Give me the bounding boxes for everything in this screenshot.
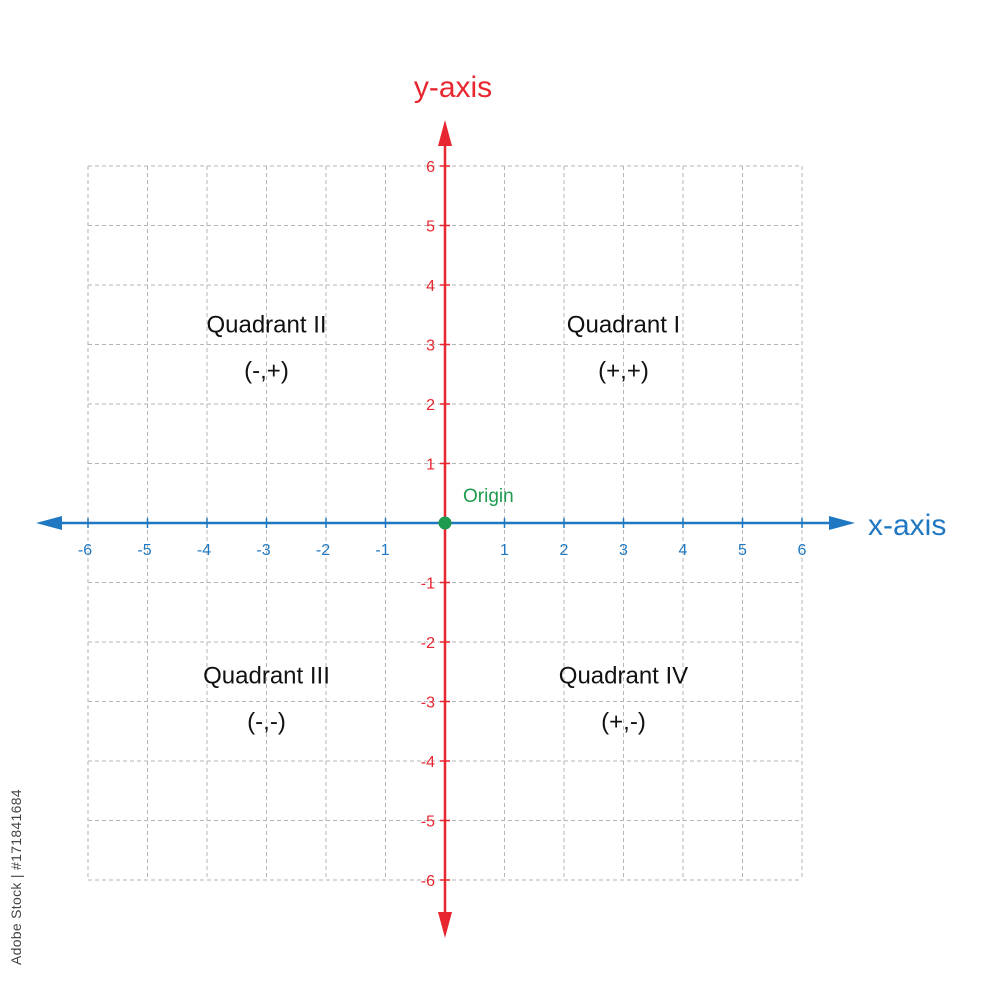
x-tick-label: 1	[500, 542, 509, 559]
x-tick-label: 3	[619, 542, 628, 559]
origin-label: Origin	[463, 486, 514, 507]
quadrant-name: Quadrant I	[567, 312, 680, 339]
x-tick-label: 4	[679, 542, 688, 559]
x-tick-label: -1	[375, 542, 389, 559]
y-axis-label: y-axis	[414, 71, 492, 104]
quadrant-signs: (+,-)	[601, 709, 646, 736]
points: Origin	[438, 486, 514, 530]
y-tick-label: 3	[426, 338, 435, 355]
y-tick-label: 1	[426, 457, 435, 474]
y-tick-label: -1	[421, 576, 435, 593]
ticks: -6 -5 -4 -3 -2 -1 1 2 3 4 5 6 6 5 4 3 2 1 -1 -2 -3 -4 -5 -6	[78, 159, 807, 890]
x-tick-label: 6	[798, 542, 807, 559]
y-tick-label: 6	[426, 159, 435, 176]
x-tick-label: 5	[738, 542, 747, 559]
y-axis-bottom-arrow	[438, 912, 452, 938]
x-tick-label: -5	[137, 542, 151, 559]
y-tick-label: -4	[421, 754, 435, 771]
x-tick-label: -6	[78, 542, 92, 559]
quadrant-labels: Quadrant I (+,+) Quadrant II (-,+) Quadrant …	[203, 312, 688, 736]
x-tick-label: -4	[197, 542, 211, 559]
y-tick-label: 2	[426, 397, 435, 414]
quadrant-name: Quadrant IV	[559, 663, 688, 690]
x-tick-label: -2	[316, 542, 330, 559]
quadrant-signs: (-,+)	[244, 358, 289, 385]
y-axis-top-arrow	[438, 120, 452, 146]
origin-point	[438, 516, 452, 530]
quadrant-name: Quadrant III	[203, 663, 330, 690]
y-tick-label: 4	[426, 278, 435, 295]
quadrant-signs: (-,-)	[247, 709, 286, 736]
x-axis-right-arrow	[829, 516, 855, 530]
y-tick-label: -5	[421, 814, 435, 831]
x-tick-label: 2	[560, 542, 569, 559]
quadrant-name: Quadrant II	[206, 312, 326, 339]
y-tick-label: -3	[421, 695, 435, 712]
y-tick-label: -6	[421, 873, 435, 890]
x-axis-left-arrow	[36, 516, 62, 530]
quadrant-signs: (+,+)	[598, 358, 649, 385]
y-tick-label: 5	[426, 219, 435, 236]
stock-credit: Adobe Stock | #171841684	[8, 789, 24, 965]
x-axis-label: x-axis	[868, 509, 946, 542]
y-tick-label: -2	[421, 635, 435, 652]
x-tick-label: -3	[256, 542, 270, 559]
